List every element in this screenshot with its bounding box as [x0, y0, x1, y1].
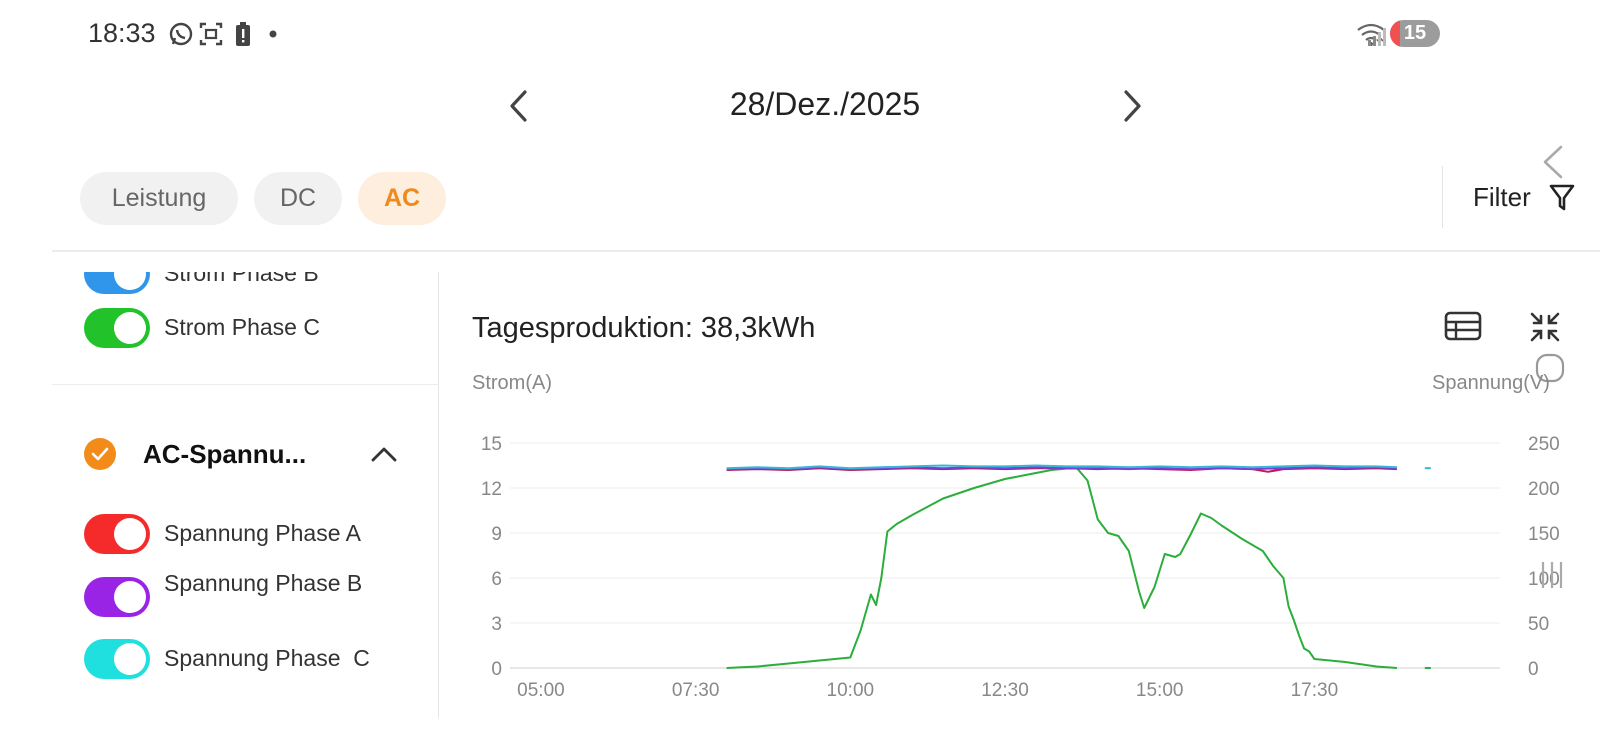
check-icon — [91, 447, 109, 461]
table-view-icon[interactable] — [1444, 310, 1482, 342]
y-left-tick-label: 15 — [481, 434, 502, 455]
exit-fullscreen-icon[interactable] — [1528, 310, 1562, 344]
x-tick-label: 10:00 — [827, 680, 875, 701]
previous-date-button[interactable] — [500, 86, 540, 126]
toggle-knob — [114, 518, 146, 550]
toggle-spannung-phase-c[interactable] — [84, 639, 150, 679]
chevron-up-icon[interactable] — [368, 440, 400, 468]
y-right-tick-label: 250 — [1528, 434, 1560, 455]
label-strom-phase-c: Strom Phase C — [164, 314, 320, 340]
filter-button[interactable]: Filter — [1473, 182, 1531, 212]
collapse-panel-icon[interactable] — [1536, 143, 1570, 181]
y-left-tick-label: 9 — [491, 524, 502, 545]
status-time: 18:33 — [88, 18, 156, 48]
chart-title: Tagesproduktion: 38,3kWh — [472, 312, 816, 344]
battery-alert-icon — [236, 22, 250, 46]
tab-ac[interactable]: AC — [358, 172, 446, 225]
toggle-spannung-phase-b[interactable] — [84, 577, 150, 617]
y-left-tick-label: 12 — [481, 479, 502, 500]
filter-icon[interactable] — [1548, 182, 1576, 214]
cell-signal-icon — [1368, 28, 1386, 46]
x-tick-label: 05:00 — [517, 680, 565, 701]
nav-recents-icon[interactable] — [1538, 558, 1566, 592]
x-tick-label: 12:30 — [981, 680, 1029, 701]
series-line-spannung-phase-c — [726, 464, 1397, 470]
y-right-tick-label: 0 — [1528, 659, 1539, 680]
toggle-knob — [114, 312, 146, 344]
y-axis-left-label: Strom(A) — [472, 372, 552, 394]
tab-leistung[interactable]: Leistung — [80, 172, 238, 225]
x-tick-label: 15:00 — [1136, 680, 1184, 701]
next-date-button[interactable] — [1112, 86, 1152, 126]
screenshot-icon — [199, 22, 223, 46]
x-tick-label: 07:30 — [672, 680, 720, 701]
y-right-tick-label: 50 — [1528, 614, 1549, 635]
nav-home-icon[interactable] — [1534, 352, 1566, 384]
battery-level-badge: 15 — [1390, 20, 1440, 47]
notification-dot-icon — [269, 30, 277, 38]
label-spannung-phase-c: Spannung Phase C — [164, 645, 370, 671]
scroll-clip — [52, 252, 438, 272]
y-right-tick-label: 200 — [1528, 479, 1560, 500]
toggle-knob — [114, 581, 146, 613]
y-left-tick-label: 0 — [491, 659, 502, 680]
y-left-tick-label: 3 — [491, 614, 502, 635]
group-selected-check[interactable] — [84, 438, 116, 470]
toggle-strom-phase-c[interactable] — [84, 308, 150, 348]
toggle-knob — [114, 643, 146, 675]
whatsapp-icon — [169, 22, 193, 46]
series-line-strom-phase-c — [726, 467, 1397, 669]
panel-divider — [438, 272, 439, 718]
y-right-tick-label: 150 — [1528, 524, 1560, 545]
label-spannung-phase-b: Spannung Phase B — [164, 570, 363, 596]
y-left-tick-label: 6 — [491, 569, 502, 590]
tab-dc[interactable]: DC — [254, 172, 342, 225]
selected-date[interactable]: 28/Dez./2025 — [729, 86, 921, 122]
toggle-spannung-phase-a[interactable] — [84, 514, 150, 554]
group-title-ac-spannung[interactable]: AC-Spannu... — [143, 439, 307, 469]
x-tick-label: 17:30 — [1291, 680, 1339, 701]
y-axis-right-label: Spannung(V) — [1432, 372, 1550, 394]
filter-divider — [1442, 166, 1443, 228]
section-divider — [52, 384, 438, 385]
label-spannung-phase-a: Spannung Phase A — [164, 520, 361, 546]
header-divider — [52, 250, 1600, 252]
